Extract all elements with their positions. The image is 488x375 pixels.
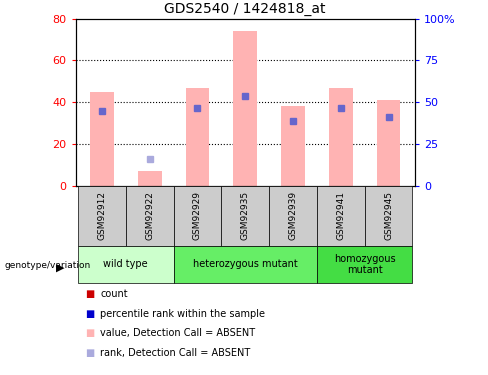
Text: ▶: ▶ [56, 263, 64, 273]
Text: ■: ■ [85, 328, 95, 338]
Text: homozygous
mutant: homozygous mutant [334, 254, 395, 275]
Text: value, Detection Call = ABSENT: value, Detection Call = ABSENT [100, 328, 255, 338]
Bar [377, 100, 401, 186]
Text: wild type: wild type [103, 260, 148, 269]
Bar [174, 186, 222, 246]
Text: GSM92945: GSM92945 [384, 191, 393, 240]
Text: GSM92935: GSM92935 [241, 191, 250, 240]
Text: genotype/variation: genotype/variation [5, 261, 91, 270]
Bar [269, 186, 317, 246]
Bar [126, 186, 174, 246]
Text: percentile rank within the sample: percentile rank within the sample [100, 309, 265, 319]
Bar [365, 186, 412, 246]
Text: GSM92922: GSM92922 [145, 191, 154, 240]
Text: ■: ■ [85, 290, 95, 299]
Bar [317, 186, 365, 246]
Text: ■: ■ [85, 309, 95, 319]
Bar [78, 246, 174, 283]
Bar [138, 171, 162, 186]
Bar [233, 31, 257, 186]
Text: rank, Detection Call = ABSENT: rank, Detection Call = ABSENT [100, 348, 250, 358]
Bar [174, 246, 317, 283]
Bar [90, 92, 114, 186]
Text: GSM92929: GSM92929 [193, 191, 202, 240]
Bar [317, 246, 412, 283]
Bar [222, 186, 269, 246]
Text: ■: ■ [85, 348, 95, 358]
Bar [78, 186, 126, 246]
Text: GSM92912: GSM92912 [98, 191, 106, 240]
Text: heterozygous mutant: heterozygous mutant [193, 260, 298, 269]
Text: count: count [100, 290, 128, 299]
Bar [185, 88, 209, 186]
Text: GSM92941: GSM92941 [336, 191, 345, 240]
Bar [329, 88, 353, 186]
Bar [281, 106, 305, 186]
Title: GDS2540 / 1424818_at: GDS2540 / 1424818_at [164, 2, 326, 16]
Text: GSM92939: GSM92939 [288, 191, 298, 240]
